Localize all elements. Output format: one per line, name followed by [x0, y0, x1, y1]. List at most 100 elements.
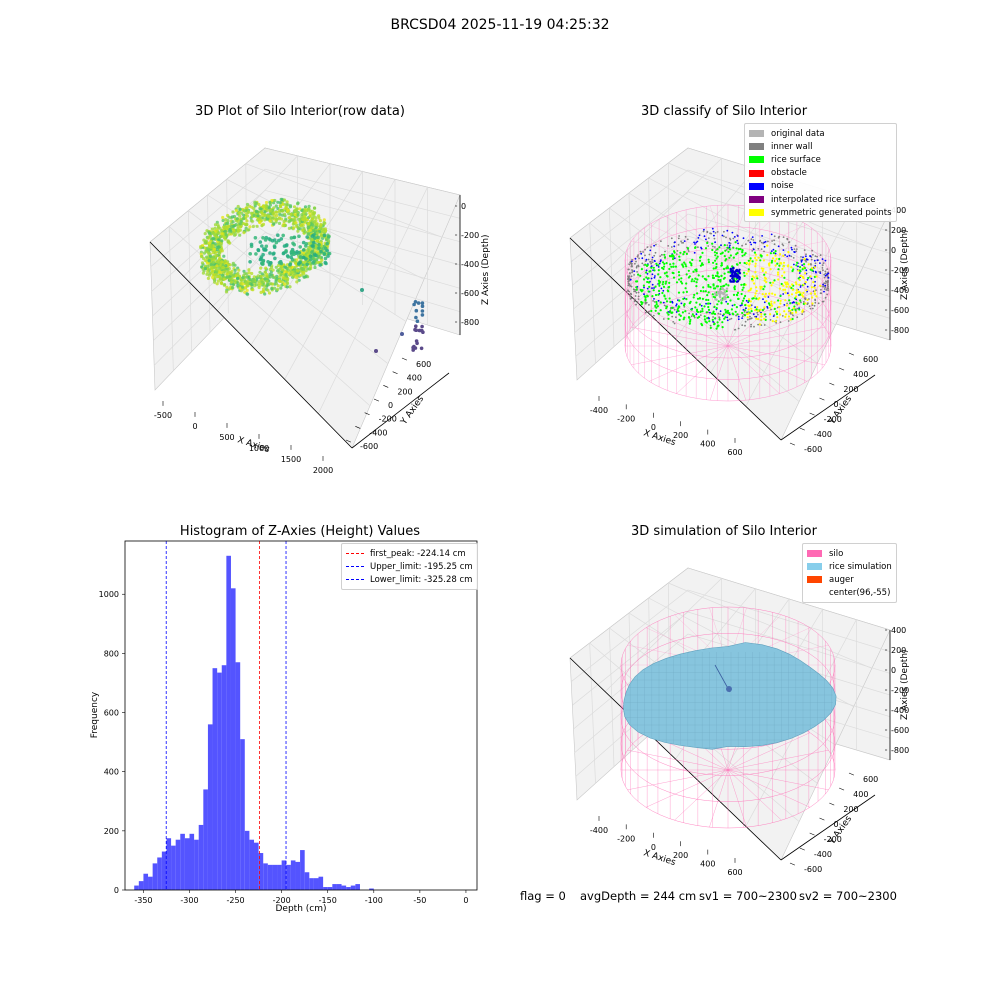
raw-point — [279, 286, 283, 290]
rice-surface-point — [693, 293, 696, 296]
inner-wall-point — [814, 298, 816, 301]
raw-point — [284, 206, 288, 210]
rice-surface-point — [736, 251, 739, 255]
legend-swatch — [749, 130, 764, 138]
rice-surface-point — [703, 305, 706, 308]
rice-surface-point — [784, 288, 787, 291]
rice-surface-point — [741, 249, 744, 252]
silo-floor-spoke — [627, 769, 729, 791]
inner-wall-point — [681, 242, 683, 244]
rice-surface-point — [654, 285, 657, 288]
rice-surface-point — [668, 254, 671, 258]
raw-point — [233, 268, 237, 272]
original-data-point — [719, 298, 723, 302]
raw-point — [270, 273, 274, 277]
inner-wall-point — [792, 257, 795, 259]
raw-point — [317, 242, 321, 247]
histogram-y-tick-label: 1000 — [99, 590, 119, 599]
rice-surface-point — [687, 269, 690, 272]
inner-wall-point — [633, 274, 635, 276]
legend-item: auger — [807, 573, 892, 586]
raw-point — [266, 217, 270, 221]
noise-point — [800, 260, 803, 263]
noise-point — [720, 244, 722, 247]
raw-point — [318, 219, 322, 223]
silo-floor-spoke — [727, 345, 807, 382]
inner-wall-point — [741, 324, 744, 326]
legend-label: inner wall — [771, 141, 813, 152]
inner-wall-point — [773, 239, 775, 242]
inner-wall-point — [775, 322, 778, 324]
raw-point — [232, 228, 236, 232]
rice-surface-point — [773, 301, 776, 304]
inner-wall-point — [750, 325, 752, 328]
raw-point — [311, 217, 315, 221]
noise-point — [662, 301, 665, 304]
rice-surface-point — [778, 257, 781, 261]
noise-point — [673, 257, 676, 260]
inner-wall-point — [715, 249, 717, 252]
rice-surface-point — [716, 255, 719, 258]
raw-point — [303, 209, 307, 213]
rice-surface-point — [645, 276, 648, 279]
rice-surface-point — [728, 312, 731, 315]
raw-point — [219, 281, 223, 285]
rice-surface-point — [668, 267, 671, 271]
classify-plot-title: 3D classify of Silo Interior — [640, 104, 808, 119]
inner-wall-point — [805, 253, 807, 256]
rice-surface-point — [732, 246, 735, 249]
raw-point — [420, 301, 425, 305]
rice-surface-point — [782, 261, 786, 264]
rice-surface-point — [713, 251, 716, 254]
rice-surface-point — [647, 277, 650, 280]
silo-top-spoke — [727, 224, 807, 261]
raw-point — [311, 244, 315, 248]
histogram-bar — [244, 830, 250, 890]
raw-point — [293, 209, 297, 213]
rice-surface-point — [763, 273, 766, 276]
inner-wall-point — [634, 288, 636, 291]
inner-wall-point — [741, 244, 743, 247]
rice-surface-point — [657, 279, 660, 282]
raw-point — [271, 212, 275, 216]
rice-surface-point — [707, 261, 710, 264]
histogram-bar — [254, 842, 259, 890]
classify-points — [627, 227, 830, 331]
rice-surface-point — [720, 264, 723, 267]
raw-point — [244, 281, 249, 285]
rice-surface-point — [802, 291, 805, 294]
raw-point — [222, 277, 226, 281]
inner-wall-point — [782, 236, 785, 238]
raw-point — [268, 219, 272, 223]
rice-surface-point — [746, 316, 749, 319]
histogram-bar — [290, 860, 296, 890]
simulation-z-tick-label: -400 — [891, 706, 909, 715]
rice-surface-point — [784, 281, 787, 284]
rice-surface-point — [754, 262, 757, 265]
rice-surface-point — [695, 270, 698, 273]
rice-surface-point — [747, 308, 750, 311]
noise-point — [731, 304, 734, 307]
raw-point — [258, 220, 262, 225]
raw-point — [295, 250, 299, 254]
raw-point — [301, 228, 305, 232]
classify-y-tick-mark — [839, 367, 845, 371]
raw-point — [238, 214, 242, 218]
original-data-point — [714, 293, 717, 297]
classify-silo-wireframe — [624, 204, 832, 402]
silo-top-spoke — [649, 224, 729, 261]
raw-point — [256, 217, 260, 221]
rice-surface-point — [745, 272, 748, 275]
raw-point — [255, 278, 259, 282]
simulation-x-tick-label: 0 — [651, 843, 656, 852]
raw-point — [400, 332, 404, 336]
raw-point — [206, 270, 210, 274]
inner-wall-point — [826, 275, 829, 278]
rice-surface-point — [723, 317, 726, 320]
raw-point — [271, 275, 275, 279]
inner-wall-point — [737, 327, 740, 330]
raw-point — [222, 235, 226, 239]
rice-surface-point — [664, 297, 667, 300]
noise-point — [821, 258, 824, 260]
noise-point — [824, 259, 827, 262]
